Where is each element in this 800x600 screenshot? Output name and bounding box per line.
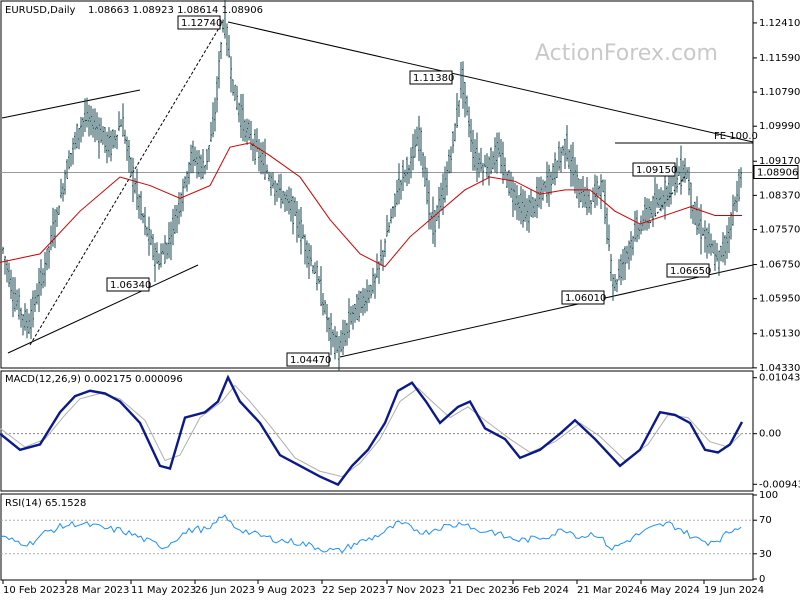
price-tick-label: 1.05130 — [759, 329, 800, 340]
price-axis: 1.12410 1.11590 1.10790 1.09990 1.09170 1.083… — [753, 18, 800, 374]
rsi-tick-label: 30 — [759, 549, 772, 560]
annotation-box — [177, 15, 221, 30]
x-tick-label: 21 Dec 2023 — [450, 585, 514, 596]
macd-tick-label: 0.010434 — [759, 373, 800, 384]
macd-tick-label: 0.00 — [759, 429, 781, 440]
price-tick-label: 1.05950 — [759, 294, 800, 305]
trendline — [649, 174, 687, 224]
annotation-box — [666, 263, 710, 278]
macd-line — [0, 374, 744, 487]
x-tick-label: 10 Feb 2023 — [3, 585, 65, 596]
price-tick-label: 1.09170 — [759, 156, 800, 167]
x-tick-label: 6 Feb 2024 — [513, 585, 569, 596]
watermark: ActionForex.com — [535, 41, 718, 66]
macd-axis: 0.010434 0.00 -0.009436 — [753, 373, 800, 490]
annotation-label: 1.06650 — [670, 266, 711, 277]
annotation-box — [106, 277, 150, 292]
rsi-axis: 100 70 30 0 — [753, 490, 778, 585]
x-tick-label: 21 Mar 2024 — [577, 585, 640, 596]
macd-title: MACD(12,26,9) 0.002175 0.000096 — [5, 374, 183, 385]
rsi-tick-label: 0 — [759, 574, 765, 585]
last-price-label: 1.08906 — [757, 168, 798, 179]
chart-title: EURUSD,Daily — [5, 5, 76, 16]
x-tick-label: 22 Sep 2023 — [322, 585, 385, 596]
annotation-box — [561, 290, 605, 305]
annotation-box — [409, 70, 453, 85]
price-tick-label: 1.08370 — [759, 190, 800, 201]
annotation-label: 1.06340 — [110, 280, 151, 291]
price-tick-label: 1.09990 — [759, 121, 800, 132]
last-price-badge — [753, 165, 799, 180]
price-tick-label: 1.12410 — [759, 18, 800, 29]
trendline — [339, 264, 754, 358]
price-tick-label: 1.04330 — [759, 363, 800, 374]
price-panel-frame — [0, 0, 754, 369]
annotation-label: 1.09150 — [636, 165, 677, 176]
price-tick-label: 1.07570 — [759, 225, 800, 236]
x-tick-label: 28 Mar 2023 — [66, 585, 129, 596]
x-tick-label: 7 Nov 2023 — [387, 585, 445, 596]
moving-average-line — [0, 142, 742, 268]
macd-signal-line — [0, 384, 743, 478]
ohlc-readout: 1.08663 1.08923 1.08614 1.08906 — [88, 5, 263, 16]
price-series — [2, 0, 742, 372]
fe-label: FE 100.0 — [714, 131, 758, 142]
trendline — [1, 89, 141, 119]
x-tick-label: 6 May 2024 — [641, 585, 700, 596]
rsi-title: RSI(14) 65.1528 — [5, 498, 86, 509]
annotation-box — [632, 162, 676, 177]
rsi-panel-frame — [0, 493, 754, 581]
annotation-label: 1.04470 — [290, 355, 331, 366]
annotation-label: 1.11380 — [413, 73, 454, 84]
price-tick-label: 1.06750 — [759, 260, 800, 271]
trendline — [7, 264, 199, 354]
rsi-tick-label: 100 — [759, 490, 778, 501]
rsi-tick-label: 70 — [759, 515, 772, 526]
x-tick-label: 26 Jun 2023 — [195, 585, 255, 596]
annotation-label: 1.12740 — [181, 18, 222, 29]
rsi-line — [0, 514, 742, 554]
x-tick-label: 19 Jun 2024 — [704, 585, 764, 596]
annotation-box — [286, 352, 330, 367]
x-tick-label: 9 Aug 2023 — [258, 585, 316, 596]
macd-panel-frame — [0, 370, 754, 492]
price-tick-label: 1.10790 — [759, 87, 800, 98]
macd-tick-label: -0.009436 — [759, 479, 800, 490]
price-annotations: 1.12740 1.11380 1.06340 1.04470 1.06010 1.091… — [106, 15, 711, 367]
annotation-label: 1.06010 — [565, 293, 606, 304]
trendlines: FE 100.0 — [1, 17, 758, 358]
price-tick-label: 1.11590 — [759, 53, 800, 64]
x-tick-label: 11 May 2023 — [131, 585, 196, 596]
trendline — [227, 21, 754, 143]
trendline — [29, 17, 226, 346]
